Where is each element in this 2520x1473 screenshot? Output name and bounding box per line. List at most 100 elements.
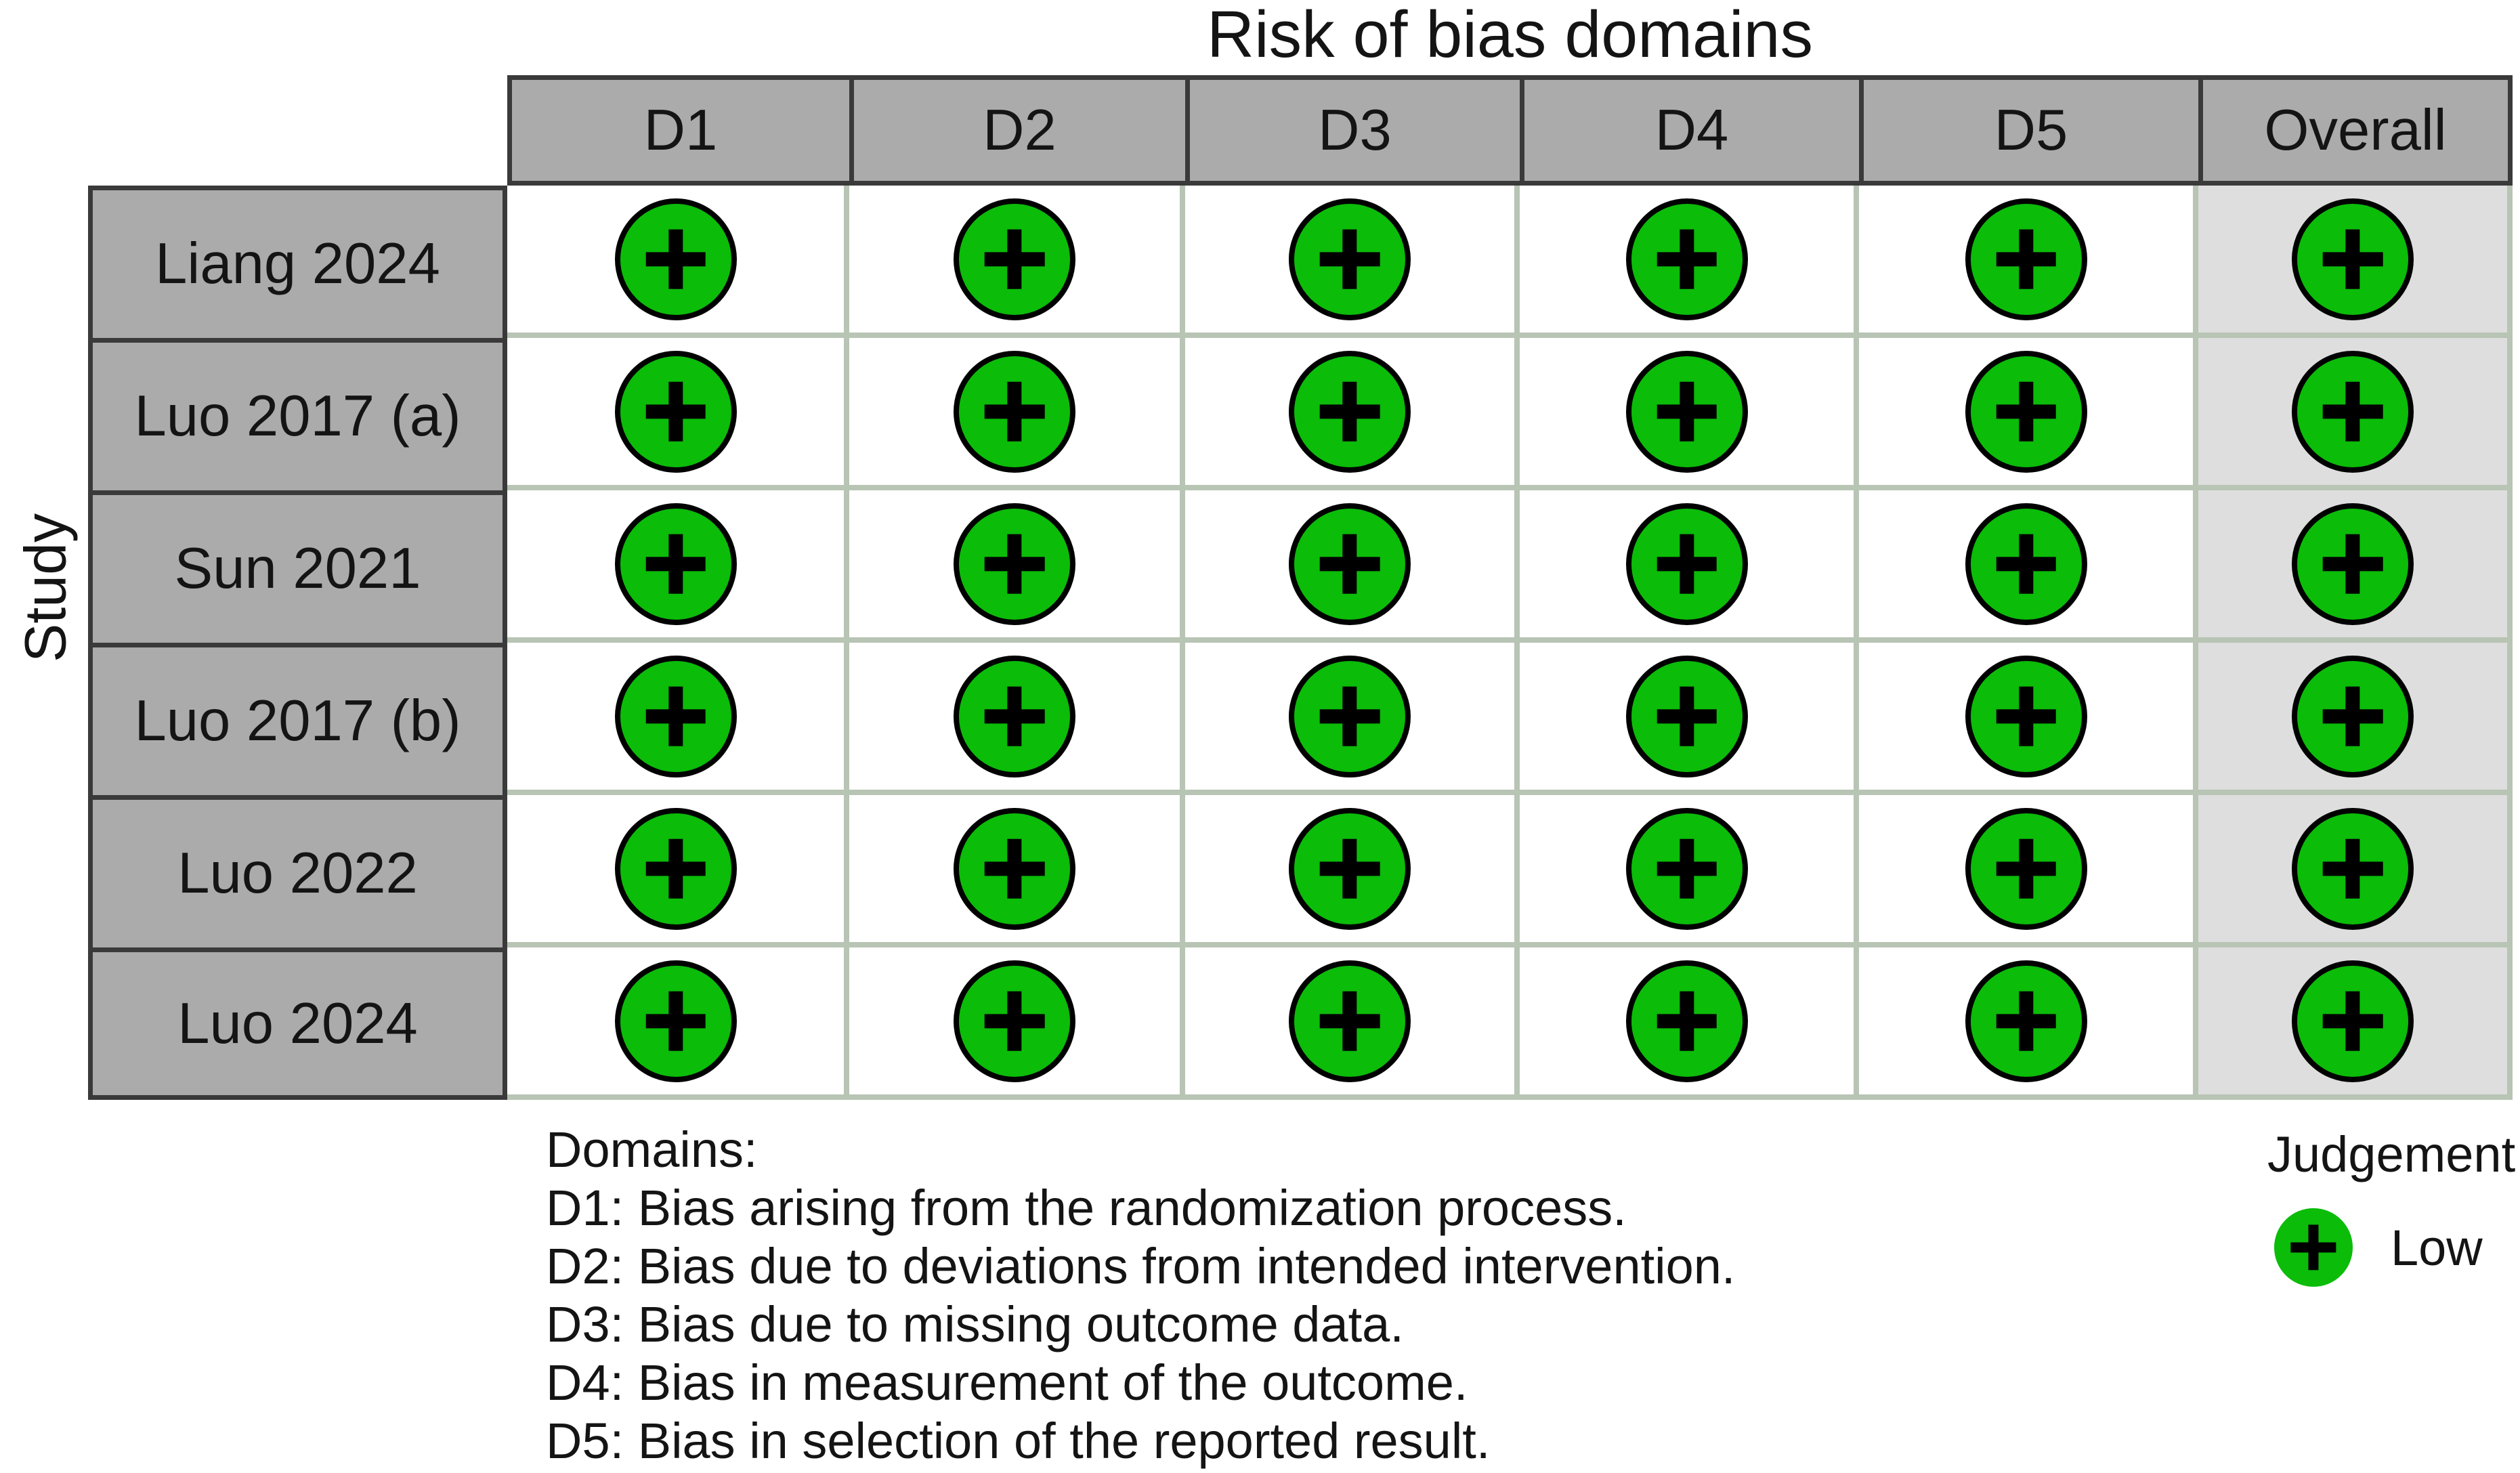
low-judgement-icon (1965, 503, 2087, 625)
figure-title: Risk of bias domains (1207, 0, 1813, 71)
study-axis-label: Study (13, 513, 79, 662)
judgement-cell (1520, 795, 1859, 947)
judgement-cell (1859, 795, 2198, 947)
judgement-cell (849, 490, 1185, 643)
domains-legend-line-d2: D2: Bias due to deviations from intended… (546, 1238, 1736, 1294)
low-judgement-icon (1625, 807, 1748, 930)
low-judgement-icon (1625, 350, 1748, 473)
domain-header-overall: Overall (2198, 75, 2513, 186)
low-judgement-icon (1289, 807, 1411, 930)
low-judgement-icon (1289, 198, 1411, 320)
judgement-cell (2198, 338, 2513, 490)
domain-header-d1: D1 (507, 75, 849, 186)
low-judgement-icon (2292, 350, 2414, 473)
domains-legend-line-d4: D4: Bias in measurement of the outcome. (546, 1354, 1468, 1411)
judgement-legend-item-low: Low (2274, 1208, 2519, 1287)
domain-header-d3: D3 (1185, 75, 1520, 186)
low-judgement-icon (954, 807, 1075, 930)
judgement-cell (1859, 947, 2198, 1100)
row-label: Luo 2022 (88, 795, 507, 947)
low-judgement-icon (1965, 960, 2087, 1082)
low-judgement-icon (614, 503, 737, 625)
low-judgement-icon (1625, 503, 1748, 625)
judgement-cell (507, 795, 849, 947)
low-judgement-icon (954, 655, 1075, 777)
judgement-cell (849, 643, 1185, 795)
low-judgement-icon (614, 350, 737, 473)
domains-legend-line-d3: D3: Bias due to missing outcome data. (546, 1296, 1404, 1352)
domain-header-d2: D2 (849, 75, 1185, 186)
judgement-cell (849, 947, 1185, 1100)
judgement-cell (2198, 490, 2513, 643)
low-judgement-icon (954, 960, 1075, 1082)
low-judgement-icon (614, 655, 737, 777)
row-label: Sun 2021 (88, 490, 507, 643)
judgement-cell (1520, 186, 1859, 338)
low-judgement-icon (1625, 960, 1748, 1082)
low-judgement-icon (1289, 350, 1411, 473)
low-judgement-icon (614, 807, 737, 930)
low-judgement-icon (954, 198, 1075, 320)
low-judgement-icon (614, 198, 737, 320)
domain-header-d5: D5 (1859, 75, 2198, 186)
low-judgement-icon (1289, 503, 1411, 625)
judgement-cell (2198, 186, 2513, 338)
judgement-cell (1859, 186, 2198, 338)
row-label: Luo 2017 (a) (88, 338, 507, 490)
low-judgement-icon (1965, 655, 2087, 777)
low-judgement-icon (954, 350, 1075, 473)
judgement-cell (507, 338, 849, 490)
judgement-cell (507, 643, 849, 795)
judgement-cell (1185, 490, 1520, 643)
low-judgement-icon (1289, 655, 1411, 777)
domains-legend-line-d5: D5: Bias in selection of the reported re… (546, 1413, 1491, 1469)
judgement-cell (849, 795, 1185, 947)
judgement-cell (507, 186, 849, 338)
judgement-cell (1520, 947, 1859, 1100)
low-risk-icon (2274, 1208, 2353, 1287)
judgement-cell (507, 947, 849, 1100)
row-label: Liang 2024 (88, 186, 507, 338)
judgement-cell (1185, 947, 1520, 1100)
judgement-cell (1859, 338, 2198, 490)
judgement-cell (507, 490, 849, 643)
risk-of-bias-table: D1 D2 D3 D4 D5 Overall Liang 2024 Luo 2017 (a) S… (88, 75, 2513, 1100)
judgement-legend-low-label: Low (2391, 1219, 2483, 1276)
low-judgement-icon (2292, 503, 2414, 625)
judgement-cell (849, 186, 1185, 338)
domains-legend: Domains: D1: Bias arising from the rando… (546, 1121, 1736, 1470)
low-judgement-icon (614, 960, 737, 1082)
judgement-cell (1520, 643, 1859, 795)
judgement-cell (1520, 338, 1859, 490)
low-judgement-icon (1289, 960, 1411, 1082)
low-judgement-icon (954, 503, 1075, 625)
judgement-cell (1859, 490, 2198, 643)
judgement-cell (2198, 947, 2513, 1100)
judgement-cell (1185, 186, 1520, 338)
domain-header-d4: D4 (1520, 75, 1859, 186)
domains-legend-line-d1: D1: Bias arising from the randomization … (546, 1180, 1627, 1236)
judgement-cell (1520, 490, 1859, 643)
judgement-cell (1859, 643, 2198, 795)
low-judgement-icon (2292, 807, 2414, 930)
low-judgement-icon (1965, 198, 2087, 320)
judgement-cell (1185, 795, 1520, 947)
judgement-cell (849, 338, 1185, 490)
low-judgement-icon (2292, 960, 2414, 1082)
judgement-cell (2198, 643, 2513, 795)
low-judgement-icon (1965, 807, 2087, 930)
judgement-cell (1185, 643, 1520, 795)
low-judgement-icon (2292, 198, 2414, 320)
low-judgement-icon (1625, 655, 1748, 777)
table-corner-spacer (88, 75, 507, 186)
judgement-cell (2198, 795, 2513, 947)
domains-legend-heading: Domains: (546, 1122, 758, 1178)
judgement-legend: Judgement Low (2262, 1126, 2519, 1287)
judgement-legend-title: Judgement (2267, 1126, 2516, 1182)
low-judgement-icon (2292, 655, 2414, 777)
row-label: Luo 2017 (b) (88, 643, 507, 795)
low-judgement-icon (1965, 350, 2087, 473)
judgement-cell (1185, 338, 1520, 490)
low-judgement-icon (1625, 198, 1748, 320)
